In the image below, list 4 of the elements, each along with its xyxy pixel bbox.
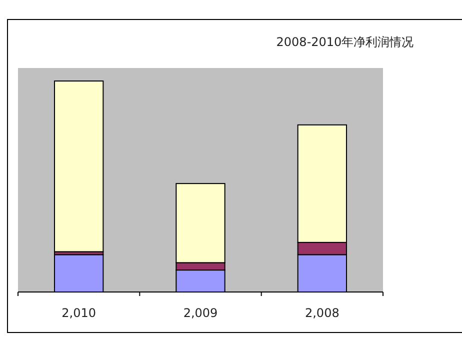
- x-tick-label: 2,008: [304, 306, 340, 320]
- chart-title: 2008-2010年净利润情况: [276, 35, 414, 49]
- x-tick-label: 2,009: [183, 306, 218, 320]
- x-tick-label: 2,010: [62, 306, 96, 320]
